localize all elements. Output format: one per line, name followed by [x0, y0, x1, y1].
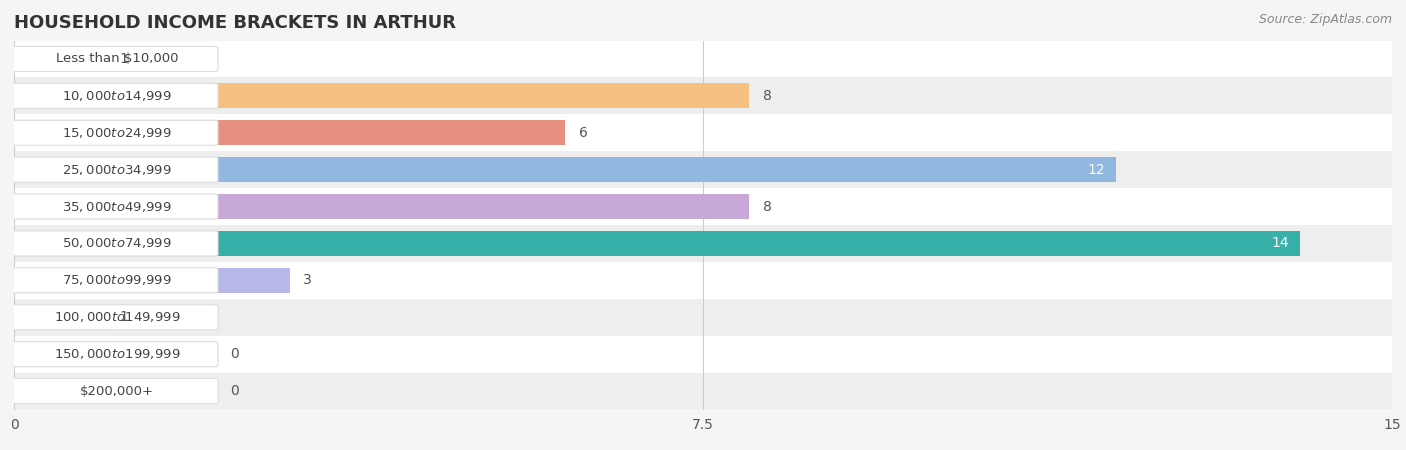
- Bar: [14, 151, 1392, 188]
- Text: HOUSEHOLD INCOME BRACKETS IN ARTHUR: HOUSEHOLD INCOME BRACKETS IN ARTHUR: [14, 14, 456, 32]
- Text: $50,000 to $74,999: $50,000 to $74,999: [62, 236, 172, 251]
- Bar: [14, 305, 105, 330]
- Bar: [14, 231, 1301, 256]
- Bar: [14, 225, 1392, 262]
- FancyBboxPatch shape: [13, 268, 218, 293]
- FancyBboxPatch shape: [13, 120, 218, 145]
- Bar: [14, 378, 42, 404]
- Bar: [14, 373, 1392, 410]
- Text: $10,000 to $14,999: $10,000 to $14,999: [62, 89, 172, 103]
- Text: 14: 14: [1271, 236, 1289, 251]
- FancyBboxPatch shape: [13, 46, 218, 72]
- Bar: [14, 114, 1392, 151]
- Text: $150,000 to $199,999: $150,000 to $199,999: [53, 347, 180, 361]
- Bar: [14, 157, 1116, 182]
- Text: $200,000+: $200,000+: [80, 385, 153, 397]
- Bar: [14, 268, 290, 293]
- Text: $75,000 to $99,999: $75,000 to $99,999: [62, 273, 172, 288]
- Text: 3: 3: [304, 273, 312, 288]
- Text: $35,000 to $49,999: $35,000 to $49,999: [62, 199, 172, 214]
- FancyBboxPatch shape: [13, 157, 218, 182]
- Text: $25,000 to $34,999: $25,000 to $34,999: [62, 162, 172, 177]
- Text: $100,000 to $149,999: $100,000 to $149,999: [53, 310, 180, 324]
- Bar: [14, 40, 1392, 77]
- Bar: [14, 188, 1392, 225]
- FancyBboxPatch shape: [13, 83, 218, 108]
- Text: $15,000 to $24,999: $15,000 to $24,999: [62, 126, 172, 140]
- Text: 0: 0: [231, 347, 239, 361]
- Bar: [14, 336, 1392, 373]
- Text: Source: ZipAtlas.com: Source: ZipAtlas.com: [1258, 14, 1392, 27]
- Text: Less than $10,000: Less than $10,000: [56, 53, 179, 65]
- Bar: [14, 262, 1392, 299]
- Text: 8: 8: [762, 199, 772, 214]
- FancyBboxPatch shape: [13, 231, 218, 256]
- Text: 12: 12: [1088, 162, 1105, 177]
- Text: 1: 1: [120, 310, 128, 324]
- Bar: [14, 342, 42, 367]
- Text: 6: 6: [579, 126, 588, 140]
- Bar: [14, 83, 749, 108]
- Bar: [14, 194, 749, 219]
- FancyBboxPatch shape: [13, 378, 218, 404]
- Text: 0: 0: [231, 384, 239, 398]
- FancyBboxPatch shape: [13, 305, 218, 330]
- Bar: [14, 120, 565, 145]
- FancyBboxPatch shape: [13, 342, 218, 367]
- FancyBboxPatch shape: [13, 194, 218, 219]
- Bar: [14, 77, 1392, 114]
- Bar: [14, 46, 105, 72]
- Bar: [14, 299, 1392, 336]
- Text: 1: 1: [120, 52, 128, 66]
- Text: 8: 8: [762, 89, 772, 103]
